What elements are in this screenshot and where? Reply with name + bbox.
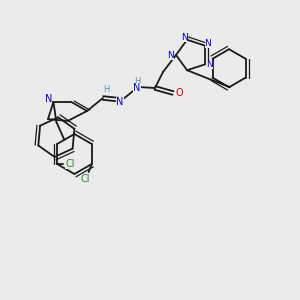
Text: N: N xyxy=(207,60,213,69)
Text: Cl: Cl xyxy=(65,159,75,169)
Text: N: N xyxy=(116,97,124,107)
Text: N: N xyxy=(181,33,188,42)
Text: O: O xyxy=(175,88,183,98)
Text: N: N xyxy=(205,39,211,48)
Text: N: N xyxy=(168,50,174,59)
Text: N: N xyxy=(45,94,52,104)
Text: N: N xyxy=(133,83,141,93)
Text: H: H xyxy=(103,85,109,94)
Text: Cl: Cl xyxy=(81,174,91,184)
Text: H: H xyxy=(134,77,140,86)
